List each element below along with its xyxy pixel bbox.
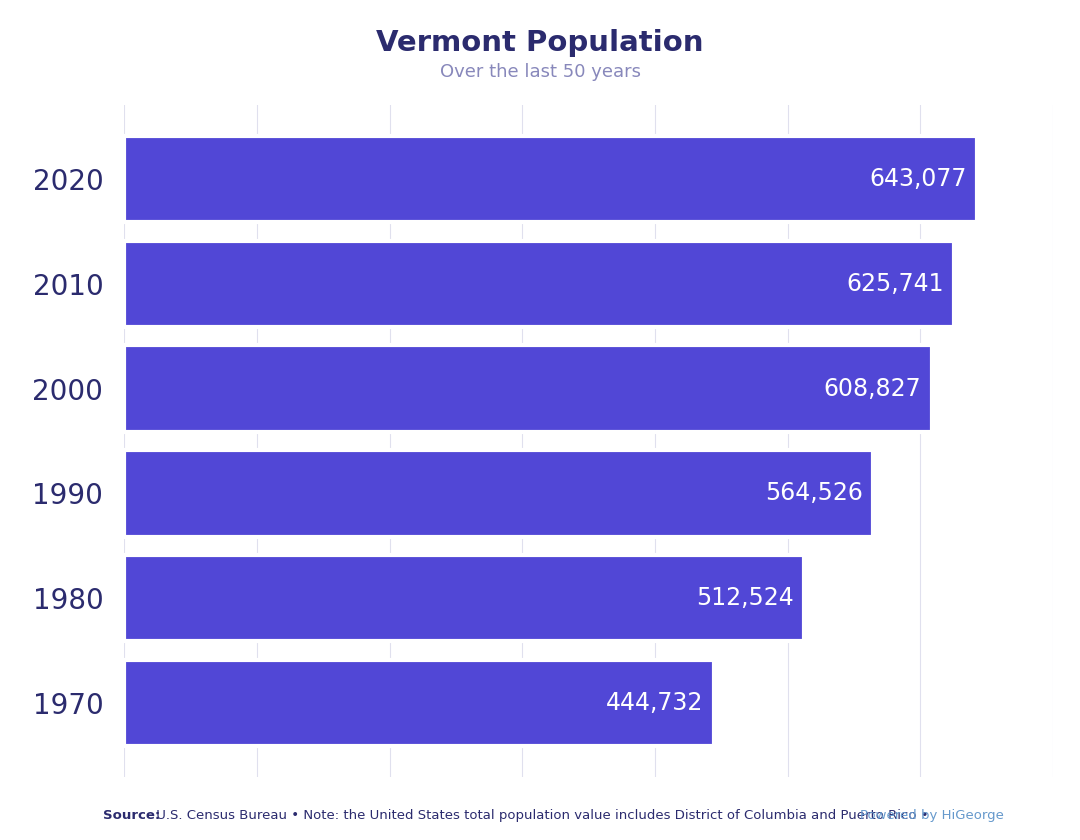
Text: U.S. Census Bureau • Note: the United States total population value includes Dis: U.S. Census Bureau • Note: the United St… — [152, 809, 933, 822]
Text: 564,526: 564,526 — [765, 481, 863, 506]
Text: Over the last 50 years: Over the last 50 years — [440, 63, 640, 81]
Text: 625,741: 625,741 — [847, 271, 944, 296]
Text: 608,827: 608,827 — [824, 376, 921, 401]
Text: Vermont Population: Vermont Population — [376, 29, 704, 57]
Text: 444,732: 444,732 — [606, 691, 704, 716]
Bar — [124, 240, 955, 327]
Text: 512,524: 512,524 — [696, 586, 794, 611]
Bar — [124, 345, 932, 432]
Text: 643,077: 643,077 — [869, 166, 967, 191]
Bar — [124, 555, 805, 642]
Bar — [124, 660, 714, 747]
Bar — [124, 450, 874, 537]
Bar — [124, 135, 977, 222]
Text: Powered by HiGeorge: Powered by HiGeorge — [860, 809, 1003, 822]
Text: Source:: Source: — [103, 809, 160, 822]
